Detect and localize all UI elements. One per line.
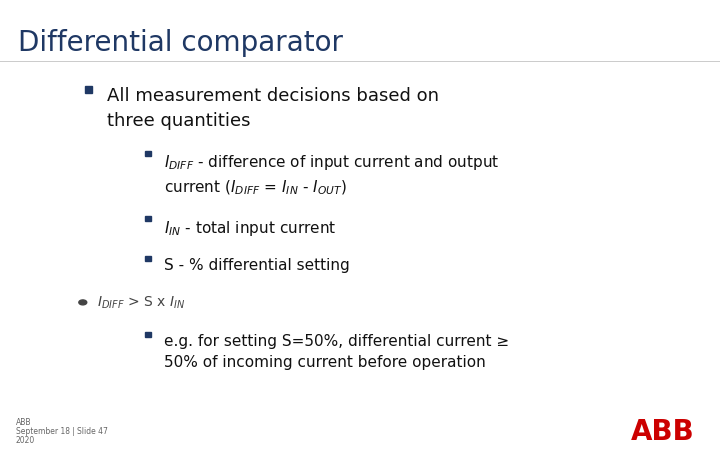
Text: ABB: ABB [631, 418, 695, 446]
Text: 2020: 2020 [16, 436, 35, 445]
Text: $I_{IN}$ - total input current: $I_{IN}$ - total input current [164, 219, 336, 238]
Text: ABB: ABB [16, 418, 32, 427]
Text: All measurement decisions based on
three quantities: All measurement decisions based on three… [107, 87, 438, 130]
Text: $I_{DIFF}$ > S x $I_{IN}$: $I_{DIFF}$ > S x $I_{IN}$ [97, 294, 186, 310]
Text: Differential comparator: Differential comparator [18, 29, 343, 57]
FancyBboxPatch shape [145, 151, 150, 156]
Text: $I_{DIFF}$ - difference of input current and output
current ($I_{DIFF}$ = $I_{IN: $I_{DIFF}$ - difference of input current… [164, 153, 500, 197]
FancyBboxPatch shape [85, 86, 92, 93]
Text: S - % differential setting: S - % differential setting [164, 258, 350, 273]
FancyBboxPatch shape [145, 332, 150, 337]
Text: | Slide 47: | Slide 47 [72, 427, 108, 436]
Text: September 18: September 18 [16, 427, 70, 436]
Text: e.g. for setting S=50%, differential current ≥
50% of incoming current before op: e.g. for setting S=50%, differential cur… [164, 334, 509, 370]
FancyBboxPatch shape [0, 61, 720, 62]
FancyBboxPatch shape [145, 256, 150, 261]
FancyBboxPatch shape [145, 216, 150, 221]
Circle shape [79, 300, 86, 305]
